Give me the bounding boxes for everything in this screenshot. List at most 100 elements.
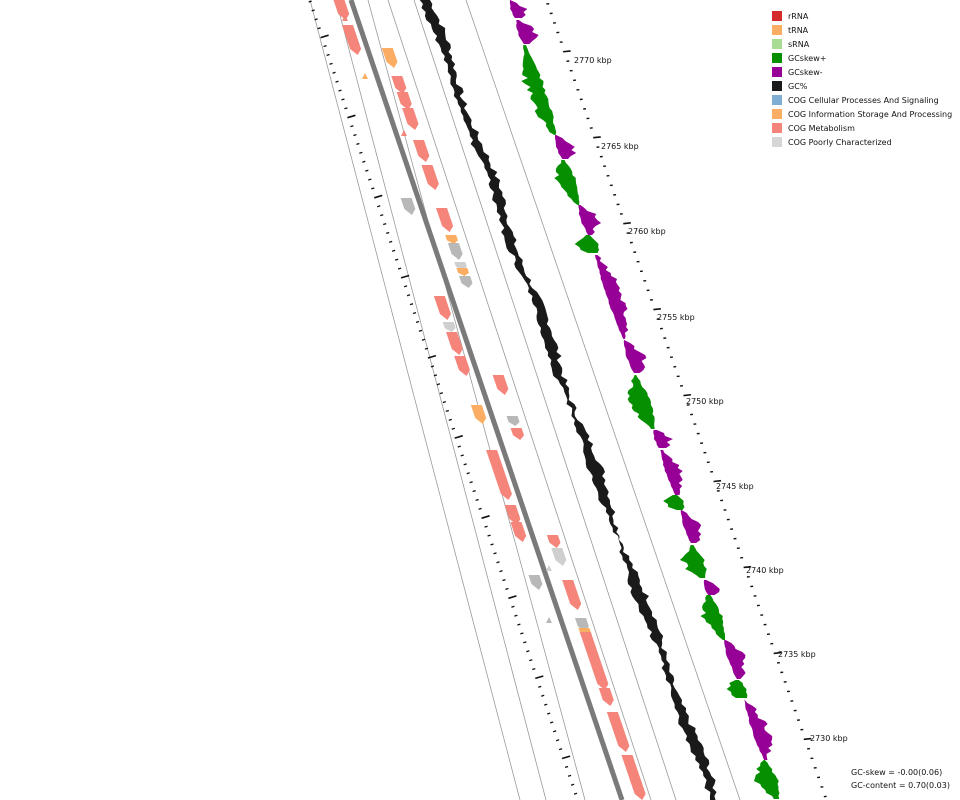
kbp-label: 2730 kbp xyxy=(810,734,848,743)
inner-tick xyxy=(403,285,408,288)
legend-label: sRNA xyxy=(788,39,810,49)
inner-tick xyxy=(371,187,375,190)
inner-tick xyxy=(448,418,452,421)
inner-tick xyxy=(505,587,509,591)
legend-label: GCskew- xyxy=(788,67,823,77)
legend-swatch xyxy=(772,39,782,49)
legend-label: rRNA xyxy=(788,11,809,21)
inner-tick xyxy=(308,0,312,3)
gene-feature xyxy=(342,15,348,21)
inner-tick xyxy=(383,222,387,226)
gc-skew-positive xyxy=(700,595,726,640)
inner-tick xyxy=(353,133,357,137)
gene-feature xyxy=(504,505,521,525)
kbp-label: 2770 kbp xyxy=(574,56,612,65)
inner-tick xyxy=(424,347,429,350)
inner-tick xyxy=(314,18,318,21)
legend-swatch xyxy=(772,53,782,63)
legend-label: COG Poorly Characterized xyxy=(788,137,892,147)
gc-skew-negative xyxy=(623,340,647,373)
gene-feature xyxy=(506,416,520,426)
inner-tick xyxy=(481,515,490,519)
legend-label: COG Information Storage And Processing xyxy=(788,109,953,119)
gc-content-track xyxy=(419,0,717,800)
inner-tick xyxy=(341,98,345,101)
inner-tick xyxy=(445,409,450,413)
gene-feature xyxy=(402,108,419,130)
legend-swatch xyxy=(772,137,782,147)
gc-skew-positive xyxy=(554,160,580,205)
inner-tick xyxy=(496,561,500,564)
legend-label: GC% xyxy=(788,81,808,91)
gene-feature xyxy=(341,25,362,55)
gene-feature xyxy=(459,276,473,288)
legend-swatch xyxy=(772,81,782,91)
major-tick xyxy=(743,565,752,569)
cog-genes-track xyxy=(333,0,646,800)
inner-tick xyxy=(427,354,437,359)
inner-tick xyxy=(430,365,435,368)
inner-tick xyxy=(508,595,517,600)
inner-tick xyxy=(514,614,518,617)
inner-tick xyxy=(436,383,441,386)
inner-tick xyxy=(561,755,571,760)
gc-skew-negative xyxy=(555,135,577,159)
gene-feature xyxy=(446,332,463,355)
gc-skew-positive xyxy=(627,375,655,429)
inner-tick xyxy=(472,489,476,493)
backbone-line xyxy=(348,0,625,800)
inner-tick xyxy=(478,507,482,510)
inner-tick xyxy=(397,267,402,270)
inner-tick xyxy=(323,44,327,48)
inner-tick xyxy=(391,249,396,252)
gc-skew-negative xyxy=(516,20,539,44)
inner-tick xyxy=(335,80,339,83)
inner-tick xyxy=(466,472,470,475)
gc-skew-negative xyxy=(724,640,746,679)
inner-tick xyxy=(555,739,560,742)
scale-ticks xyxy=(308,0,827,798)
inner-tick xyxy=(418,329,423,332)
gene-feature xyxy=(510,522,527,542)
legend-swatch xyxy=(772,109,782,119)
inner-tick xyxy=(499,570,503,573)
legend-label: tRNA xyxy=(788,25,809,35)
gene-feature xyxy=(579,632,609,690)
legend: rRNA tRNA sRNA GCskew+ GCskew- GC% COG C… xyxy=(772,9,952,149)
inner-tick xyxy=(469,481,473,484)
gc-skew-negative xyxy=(703,580,720,595)
inner-tick xyxy=(451,427,455,430)
inner-tick xyxy=(567,774,572,777)
inner-tick xyxy=(394,258,399,261)
inner-tick xyxy=(439,392,444,395)
inner-tick xyxy=(573,792,578,795)
gene-feature xyxy=(396,92,412,110)
legend-row: rRNA xyxy=(772,9,952,23)
kbp-label: 2735 kbp xyxy=(778,650,816,659)
gene-feature xyxy=(362,73,368,79)
inner-tick xyxy=(409,303,414,306)
inner-tick xyxy=(347,114,356,119)
inner-tick xyxy=(526,650,530,653)
gene-feature xyxy=(546,535,561,548)
inner-tick xyxy=(502,578,506,582)
gene-feature xyxy=(391,76,407,94)
gc-skew-positive xyxy=(663,495,685,510)
inner-tick xyxy=(320,34,329,39)
legend-swatch xyxy=(772,123,782,133)
inner-tick xyxy=(388,240,393,243)
gene-feature xyxy=(401,130,407,136)
inner-tick xyxy=(326,53,330,57)
gc-skew-positive xyxy=(574,235,599,253)
gene-feature xyxy=(546,617,552,623)
legend-row: COG Cellular Processes And Signaling xyxy=(772,93,952,107)
inner-tick xyxy=(421,338,426,341)
gene-feature xyxy=(486,450,507,485)
kbp-label: 2750 kbp xyxy=(686,397,724,406)
inner-tick xyxy=(311,9,315,12)
gene-feature xyxy=(456,268,469,276)
inner-tick xyxy=(368,178,372,181)
inner-tick xyxy=(350,125,354,128)
gene-feature xyxy=(381,48,398,68)
